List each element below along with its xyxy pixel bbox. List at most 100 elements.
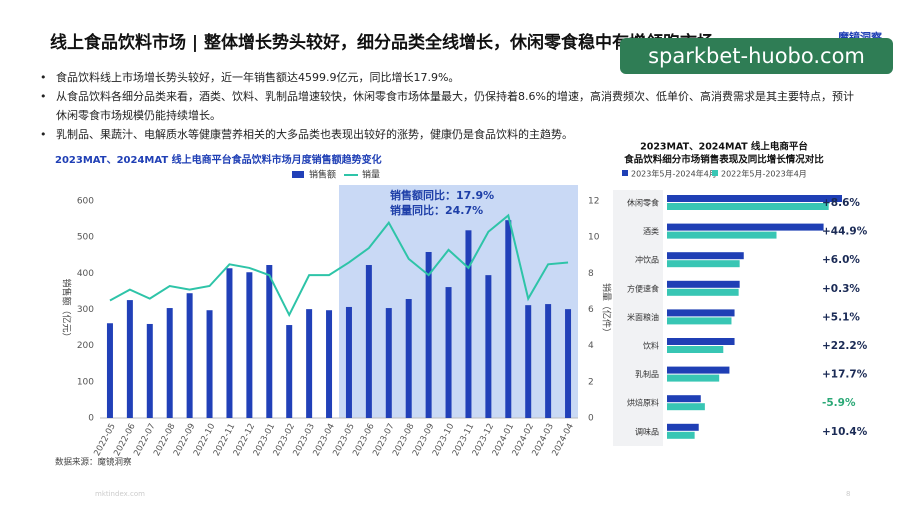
page-number: 8 <box>846 490 850 498</box>
bar <box>667 223 824 231</box>
legend-label: 2022年5月-2023年4月 <box>721 169 807 179</box>
bullet: 食品饮料线上市场增长势头较好，近一年销售额达4599.9亿元，同比增长17.9%… <box>40 68 860 87</box>
bar <box>667 252 744 260</box>
label-panel <box>613 190 663 446</box>
chart-title: 2023MAT、2024MAT 线上电商平台 <box>640 141 808 153</box>
growth-label: +10.4% <box>822 426 868 438</box>
bar <box>345 306 352 418</box>
annotation: 销售额同比：17.9% <box>390 188 494 202</box>
bullets: 食品饮料线上市场增长势头较好，近一年销售额达4599.9亿元，同比增长17.9%… <box>40 68 860 144</box>
y2-tick-label: 8 <box>588 269 594 279</box>
bar <box>385 308 392 418</box>
bar <box>565 309 572 418</box>
bar <box>667 260 740 268</box>
y-tick-label: 100 <box>77 377 94 387</box>
bar <box>106 323 113 418</box>
growth-label: +5.1% <box>822 311 860 323</box>
bar <box>667 403 705 411</box>
bar <box>667 309 735 317</box>
growth-label: +17.7% <box>822 369 868 381</box>
bar <box>525 305 532 418</box>
growth-label: +22.2% <box>822 340 868 352</box>
category-label: 休闲零食 <box>627 198 659 208</box>
bar <box>667 395 701 403</box>
bar <box>286 325 293 418</box>
bar <box>667 280 740 288</box>
bar <box>246 272 253 418</box>
category-label: 饮料 <box>643 341 659 351</box>
y2-tick-label: 0 <box>588 414 594 424</box>
bar <box>306 309 313 418</box>
source: 数据来源：魔镜洞察 <box>55 457 132 468</box>
category-label: 乳制品 <box>635 369 659 379</box>
chart-title: 2023MAT、2024MAT 线上电商平台食品饮料市场月度销售额趋势变化 <box>55 153 382 166</box>
slide-title: 线上食品饮料市场 | 整体增长势头较好，细分品类全线增长，休闲零食稳中有增领跑市… <box>50 33 715 53</box>
line <box>109 213 569 318</box>
bar <box>146 323 153 418</box>
highlight <box>339 185 578 418</box>
bar <box>667 366 730 374</box>
bar <box>667 346 724 353</box>
category-label: 米面粮油 <box>627 312 659 322</box>
legend-swatch <box>712 170 718 176</box>
category-label: 调味品 <box>635 426 659 436</box>
y2-tick-label: 2 <box>588 377 594 387</box>
bar <box>667 195 842 202</box>
bar <box>667 431 695 439</box>
bar <box>667 338 735 345</box>
bar <box>126 300 133 418</box>
y-tick-label: 0 <box>88 414 94 424</box>
legend-label: 2023年5月-2024年4月 <box>631 169 717 179</box>
bar <box>365 265 372 418</box>
growth-label: +0.3% <box>822 283 860 295</box>
legend-swatch <box>622 170 628 176</box>
bullet: 乳制品、果蔬汁、电解质水等健康营养相关的大多品类也表现出较好的涨势，健康仍是食品… <box>40 125 860 144</box>
legend-swatch <box>292 171 304 178</box>
bar <box>445 287 452 418</box>
bar <box>485 275 492 418</box>
y2-tick-label: 4 <box>588 341 594 351</box>
bar <box>425 251 432 418</box>
bar <box>667 231 777 239</box>
bar <box>667 317 732 325</box>
bar <box>667 374 720 382</box>
bar <box>505 220 512 418</box>
footer-site: mktindex.com <box>95 490 145 498</box>
y-tick-label: 300 <box>77 305 94 315</box>
bar <box>226 268 233 418</box>
y-tick-label: 500 <box>77 233 94 243</box>
y2-axis-label: 销量（亿件） <box>601 283 613 337</box>
bar <box>545 304 552 418</box>
bullet: 从食品饮料各细分品类来看，酒类、饮料、乳制品增速较快，休闲零食市场体量最大，仍保… <box>40 87 860 125</box>
y-tick-label: 200 <box>77 341 94 351</box>
y-tick-label: 600 <box>77 197 94 207</box>
growth-label: +8.6% <box>822 197 860 209</box>
bar <box>166 308 173 418</box>
category-label: 烘焙原料 <box>627 398 659 408</box>
growth-label: -5.9% <box>822 397 856 409</box>
bar <box>667 288 739 296</box>
annotation: 销量同比：24.7% <box>390 203 483 217</box>
chart-title: 食品饮料细分市场销售表现及同比增长情况对比 <box>623 154 824 166</box>
category-label: 方便速食 <box>627 283 659 293</box>
y2-tick-label: 6 <box>588 305 594 315</box>
bar <box>667 203 829 210</box>
watermark: sparkbet-huobo.com <box>620 38 893 74</box>
bar <box>465 230 472 418</box>
y2-tick-label: 10 <box>588 233 600 243</box>
legend-label: 销量 <box>362 169 380 181</box>
bar <box>667 423 699 431</box>
category-label: 酒类 <box>643 226 659 236</box>
bar <box>266 265 273 418</box>
y-axis-label: 销售额（亿元） <box>61 278 73 341</box>
growth-label: +44.9% <box>822 226 868 238</box>
y-tick-label: 400 <box>77 269 94 279</box>
y2-tick-label: 12 <box>588 197 599 207</box>
bar <box>186 293 193 418</box>
bar <box>405 299 412 418</box>
bar <box>326 310 333 418</box>
bar <box>206 310 213 418</box>
category-label: 冲饮品 <box>635 255 659 265</box>
